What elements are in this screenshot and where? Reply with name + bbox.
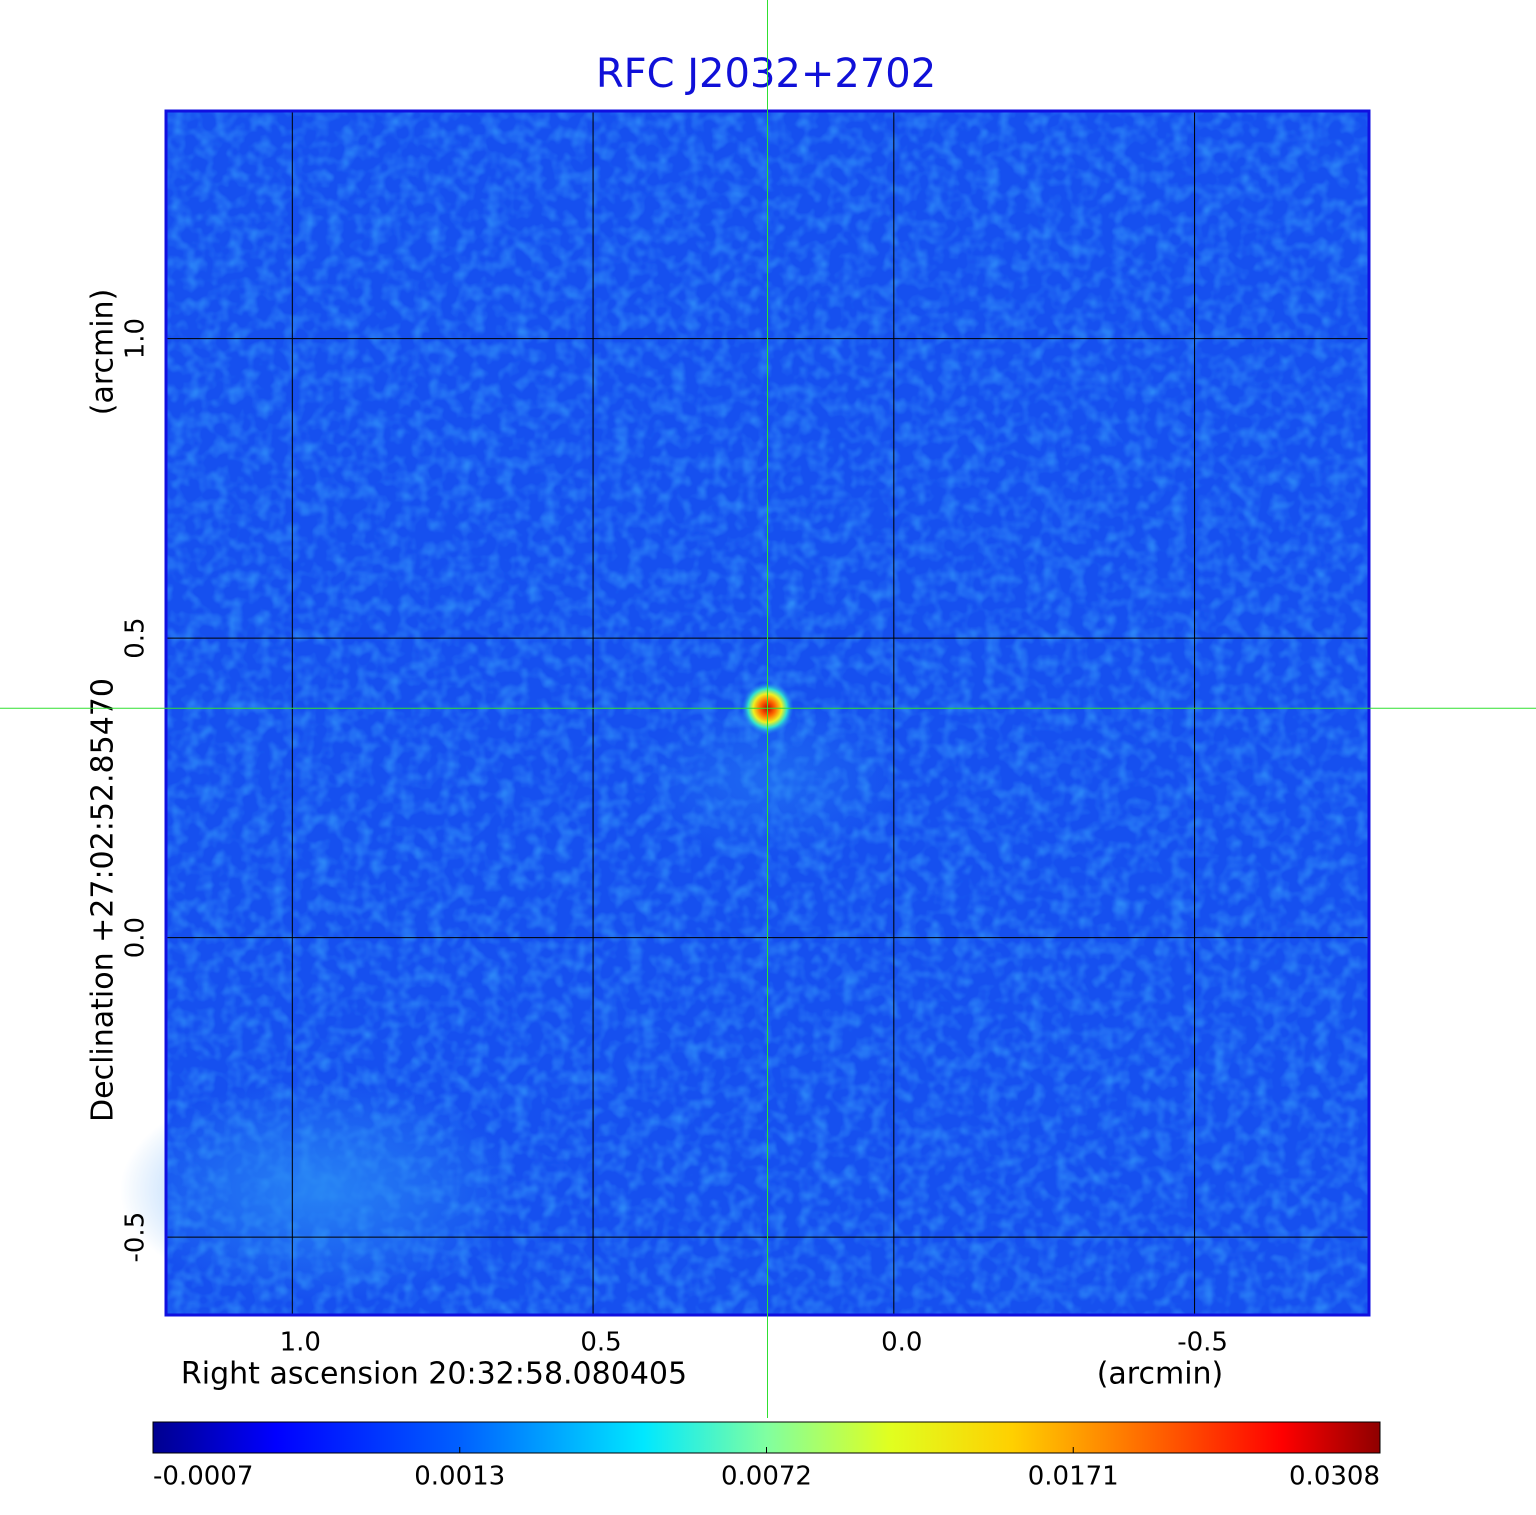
y-tick-label: 1.0 (121, 318, 151, 359)
plot-area (120, 111, 1369, 1315)
colorbar-tick-label: 0.0013 (414, 1462, 505, 1492)
colorbar-tick-label: 0.0072 (721, 1462, 812, 1492)
x-tick-label: 0.5 (580, 1328, 621, 1358)
x-axis-label: Right ascension 20:32:58.080405 (181, 1357, 687, 1392)
image-feature (120, 1080, 520, 1300)
y-axis-label: Declination +27:02:52.85470 (86, 678, 121, 1122)
y-tick-label: -0.5 (121, 1212, 151, 1263)
chart-title: RFC J2032+2702 (596, 51, 936, 97)
x-tick-label: -0.5 (1177, 1328, 1228, 1358)
x-axis-unit: (arcmin) (1097, 1357, 1224, 1392)
x-tick-label: 1.0 (280, 1328, 321, 1358)
x-tick-label: 0.0 (881, 1328, 922, 1358)
image-feature (640, 700, 900, 860)
y-tick-label: 0.0 (121, 917, 151, 958)
colorbar-tick-label: 0.0308 (1289, 1462, 1380, 1492)
y-axis-unit: (arcmin) (86, 289, 121, 416)
colorbar-tick-label: 0.0171 (1028, 1462, 1119, 1492)
y-tick-label: 0.5 (121, 617, 151, 658)
colorbar-tick-label: -0.0007 (153, 1462, 253, 1492)
